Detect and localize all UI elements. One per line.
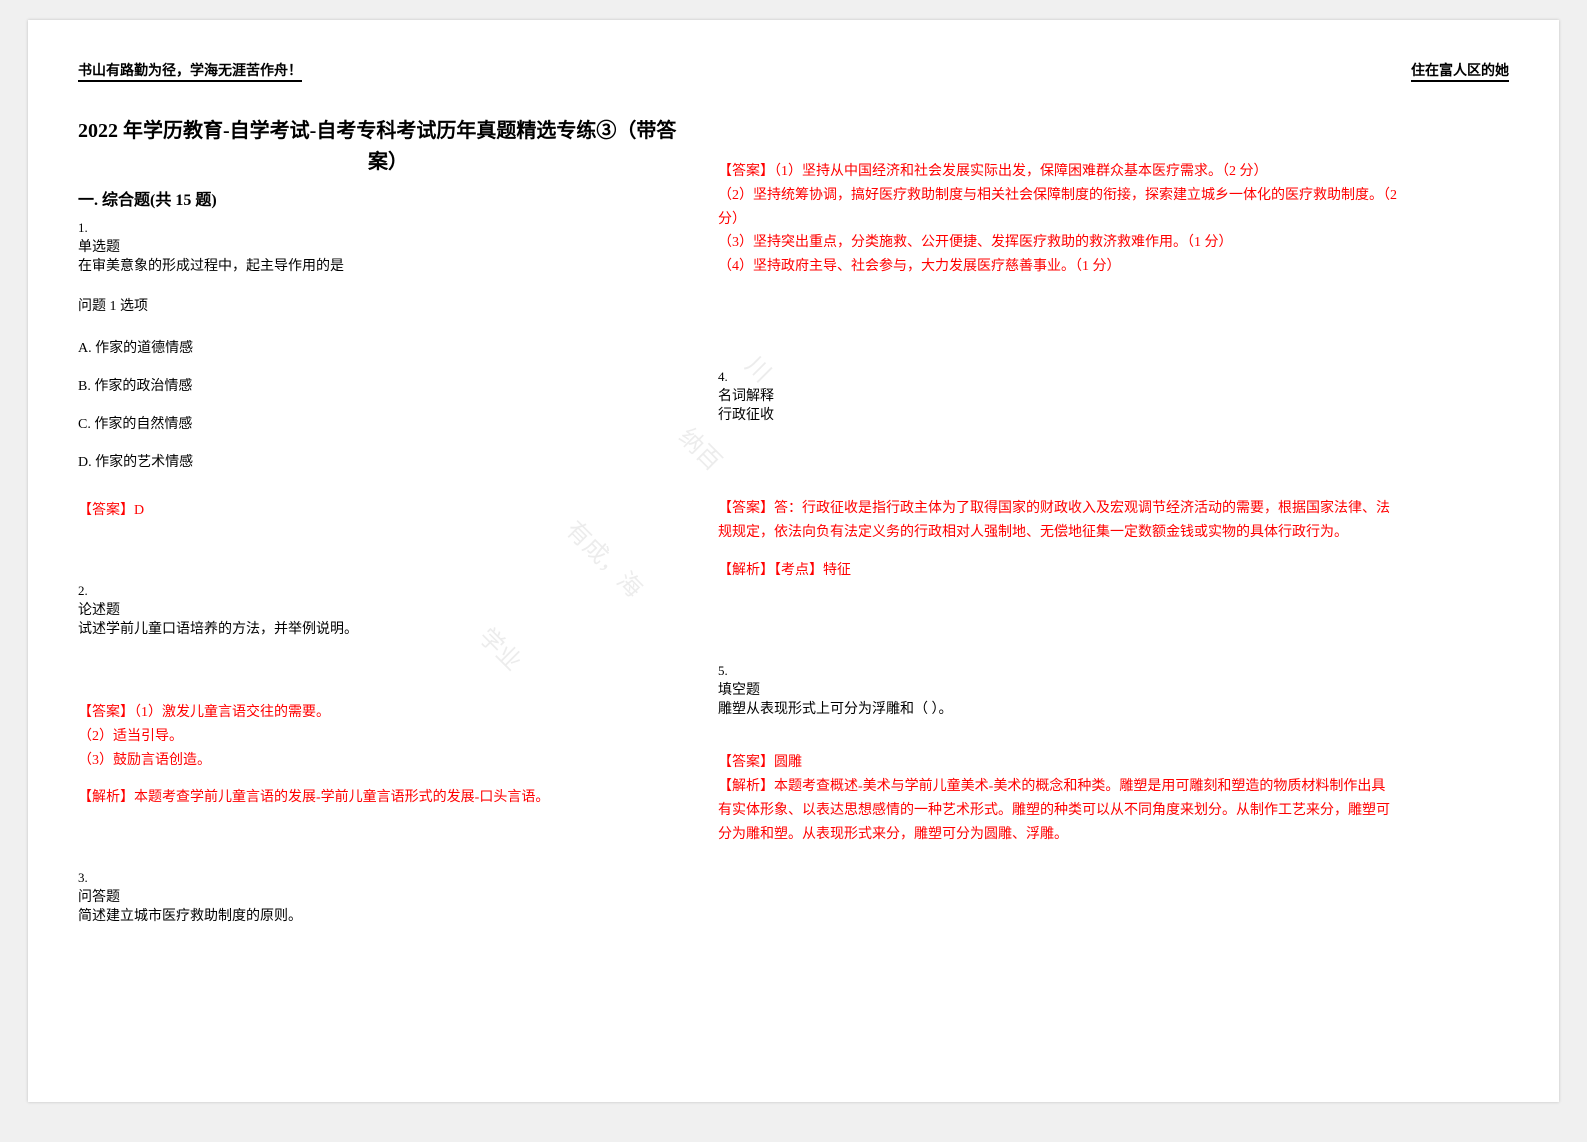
content-columns: 2022 年学历教育-自学考试-自考专科考试历年真题精选专练③（带答 案） 一.… xyxy=(78,100,1509,939)
document-page: 书山有路勤为径，学海无涯苦作舟！ 住在富人区的她 川 纳百 有成，海 学业 20… xyxy=(28,20,1559,1102)
analysis-text: 【解析】【考点】特征 xyxy=(718,559,1398,583)
header-row: 书山有路勤为径，学海无涯苦作舟！ 住在富人区的她 xyxy=(78,60,1509,85)
answer-line: （3）鼓励言语创造。 xyxy=(78,749,688,773)
question-number: 4. xyxy=(718,369,1398,385)
answer-line: 【答案】（1）激发儿童言语交往的需要。 xyxy=(78,701,688,725)
question-number: 3. xyxy=(78,870,688,886)
question-1: 1. 单选题 在审美意象的形成过程中，起主导作用的是 问题 1 选项 A. 作家… xyxy=(78,220,688,523)
analysis-text: 【解析】本题考查学前儿童言语的发展-学前儿童言语形式的发展-口头言语。 xyxy=(78,786,688,810)
question-text: 行政征收 xyxy=(718,405,1398,427)
question-4: 4. 名词解释 行政征收 【答案】答：行政征收是指行政主体为了取得国家的财政收入… xyxy=(718,369,1398,583)
question-type: 填空题 xyxy=(718,679,1398,699)
right-column: 【答案】（1）坚持从中国经济和社会发展实际出发，保障困难群众基本医疗需求。（2 … xyxy=(718,100,1398,939)
answer-line: （2）坚持统筹协调，搞好医疗救助制度与相关社会保障制度的衔接，探索建立城乡一体化… xyxy=(718,184,1398,232)
question-3: 3. 问答题 简述建立城市医疗救助制度的原则。 xyxy=(78,870,688,928)
sub-question-label: 问题 1 选项 xyxy=(78,296,688,318)
answer-text: 【答案】D xyxy=(78,499,688,523)
option-c: C. 作家的自然情感 xyxy=(78,413,688,433)
question-number: 1. xyxy=(78,220,688,236)
question-5: 5. 填空题 雕塑从表现形式上可分为浮雕和（ ）。 【答案】圆雕 【解析】本题考… xyxy=(718,663,1398,847)
answer-line: （3）坚持突出重点，分类施救、公开便捷、发挥医疗救助的救济救难作用。（1 分） xyxy=(718,231,1398,255)
question-2: 2. 论述题 试述学前儿童口语培养的方法，并举例说明。 【答案】（1）激发儿童言… xyxy=(78,583,688,811)
analysis-text: 【解析】本题考查概述-美术与学前儿童美术-美术的概念和种类。雕塑是用可雕刻和塑造… xyxy=(718,775,1398,846)
document-title-line1: 2022 年学历教育-自学考试-自考专科考试历年真题精选专练③（带答 xyxy=(78,114,698,143)
question-number: 2. xyxy=(78,583,688,599)
question-text: 简述建立城市医疗救助制度的原则。 xyxy=(78,906,688,928)
question-number: 5. xyxy=(718,663,1398,679)
header-right-text: 住在富人区的她 xyxy=(1411,60,1509,82)
answer-line: （4）坚持政府主导、社会参与，大力发展医疗慈善事业。（1 分） xyxy=(718,255,1398,279)
question-type: 单选题 xyxy=(78,236,688,256)
question-type: 名词解释 xyxy=(718,385,1398,405)
option-d: D. 作家的艺术情感 xyxy=(78,451,688,471)
question-text: 雕塑从表现形式上可分为浮雕和（ ）。 xyxy=(718,699,1398,721)
question-type: 论述题 xyxy=(78,599,688,619)
answer-text: 【答案】圆雕 xyxy=(718,751,1398,775)
question-text: 在审美意象的形成过程中，起主导作用的是 xyxy=(78,256,688,278)
question-text: 试述学前儿童口语培养的方法，并举例说明。 xyxy=(78,619,688,641)
document-title-line2: 案） xyxy=(78,145,698,174)
section-header: 一. 综合题(共 15 题) xyxy=(78,186,688,210)
answer-text: 【答案】答：行政征收是指行政主体为了取得国家的财政收入及宏观调节经济活动的需要，… xyxy=(718,497,1398,545)
option-a: A. 作家的道德情感 xyxy=(78,337,688,357)
option-b: B. 作家的政治情感 xyxy=(78,375,688,395)
left-column: 2022 年学历教育-自学考试-自考专科考试历年真题精选专练③（带答 案） 一.… xyxy=(78,100,688,939)
answer-line: （2）适当引导。 xyxy=(78,725,688,749)
question-type: 问答题 xyxy=(78,886,688,906)
question-3-answer: 【答案】（1）坚持从中国经济和社会发展实际出发，保障困难群众基本医疗需求。（2 … xyxy=(718,160,1398,279)
answer-line: 【答案】（1）坚持从中国经济和社会发展实际出发，保障困难群众基本医疗需求。（2 … xyxy=(718,160,1398,184)
header-left-motto: 书山有路勤为径，学海无涯苦作舟！ xyxy=(78,60,302,82)
